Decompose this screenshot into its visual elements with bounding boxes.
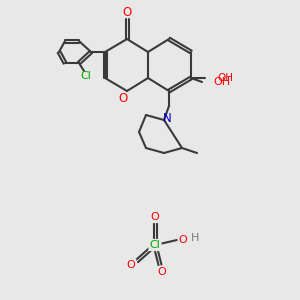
Text: OH: OH <box>213 77 230 87</box>
Text: Cl: Cl <box>150 240 160 250</box>
Text: O: O <box>127 260 135 270</box>
Text: H: H <box>191 233 199 243</box>
Text: N: N <box>163 112 171 124</box>
Text: O: O <box>122 5 132 19</box>
Text: O: O <box>151 212 159 222</box>
Text: Cl: Cl <box>81 71 92 81</box>
Text: OH: OH <box>217 73 233 83</box>
Text: O: O <box>118 92 127 106</box>
Text: O: O <box>158 267 166 277</box>
Text: O: O <box>178 235 188 245</box>
